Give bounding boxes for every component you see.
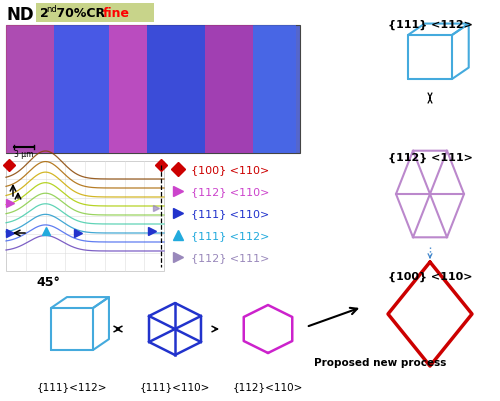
Bar (6, 26, 300, 154)
Text: nd: nd (46, 5, 57, 14)
Bar (6, 162, 164, 271)
Text: {112} <110>: {112} <110> (191, 186, 270, 196)
Text: {112} <111>: {112} <111> (388, 153, 472, 163)
Text: ND: ND (6, 6, 34, 24)
Text: {111}<112>: {111}<112> (37, 381, 107, 391)
Bar (6, 162, 164, 271)
Text: 3 μm: 3 μm (14, 150, 34, 159)
Text: 2: 2 (40, 7, 49, 20)
Text: Proposed new process: Proposed new process (314, 357, 446, 367)
Text: {100} <110>: {100} <110> (388, 271, 472, 282)
Bar (6, 26, 54, 154)
Bar (6, 162, 164, 271)
FancyBboxPatch shape (36, 4, 154, 23)
Bar (253, 26, 296, 154)
Bar (6, 162, 164, 271)
Text: {111} <112>: {111} <112> (191, 231, 270, 241)
Text: {111} <112>: {111} <112> (388, 20, 472, 30)
Bar (6, 162, 164, 271)
Text: {100} <110>: {100} <110> (191, 164, 269, 174)
Bar (6, 162, 164, 271)
Text: fine: fine (103, 7, 130, 20)
Text: {112}<110>: {112}<110> (233, 381, 303, 391)
Text: {111}<110>: {111}<110> (140, 381, 210, 391)
Text: 45°: 45° (36, 275, 60, 288)
Bar (6, 162, 164, 271)
Bar (205, 26, 253, 154)
Bar (109, 26, 147, 154)
Bar (6, 162, 164, 271)
Text: {111} <110>: {111} <110> (191, 209, 269, 219)
Bar (6, 162, 164, 271)
Text: 70%CR: 70%CR (52, 7, 110, 20)
Bar (147, 26, 205, 154)
Text: {112} <111>: {112} <111> (191, 252, 270, 262)
Bar (6, 162, 164, 271)
Bar (54, 26, 109, 154)
